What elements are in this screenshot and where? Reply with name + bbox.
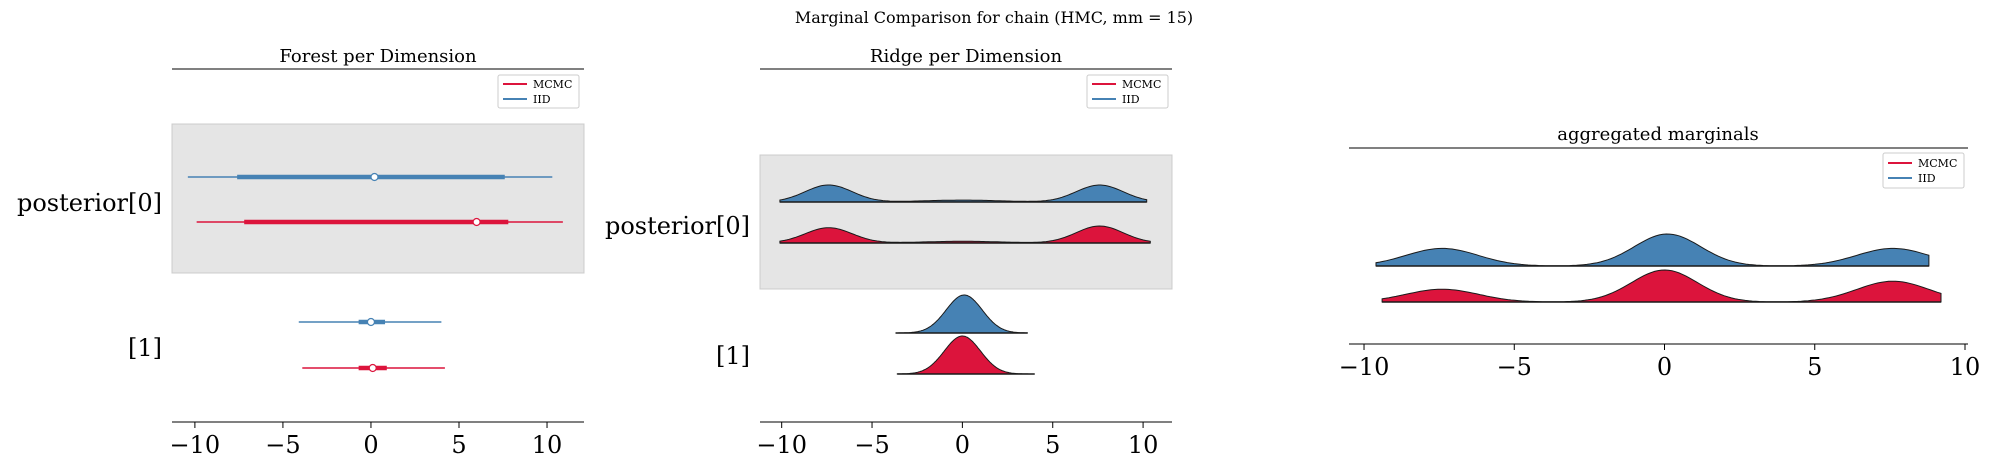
aggregated-panel: aggregated marginals MCMC IID −10 −5 0 5 10 [1339,124,1981,381]
panel-title: Ridge per Dimension [870,46,1063,67]
figure-suptitle: Marginal Comparison for chain (HMC, mm =… [795,8,1193,27]
x-tick-label: 10 [532,431,563,459]
row-label-posterior-0: posterior[0] [17,189,162,217]
legend-box [1882,152,1965,189]
x-tick-label: 0 [363,431,378,459]
legend: MCMC IID [497,74,580,109]
row-band-posterior-0 [171,123,585,274]
x-tick-label: −5 [1497,353,1532,381]
legend-label-iid: IID [1122,93,1140,106]
x-tick-label: −10 [756,431,807,459]
mcmc-density-ridge [1381,269,1942,303]
x-tick-label: 10 [1950,353,1981,381]
row-label-1: [1] [716,342,750,370]
iid-point-estimate [370,172,379,182]
iid-density-ridge [779,184,1148,203]
iid-point-estimate [366,317,376,327]
x-tick-label: 5 [1045,431,1060,459]
legend: MCMC IID [1086,74,1169,109]
x-tick-label: 5 [1807,353,1822,381]
x-tick-label: 5 [451,431,466,459]
iid-density-ridge [895,294,1028,334]
iid-density-ridge [1375,233,1930,267]
row-band-posterior-0 [759,154,1173,290]
panel-title: Forest per Dimension [279,46,477,67]
legend-label-mcmc: MCMC [1122,78,1161,91]
legend: MCMC IID [1882,152,1965,189]
panel-title: aggregated marginals [1557,124,1758,145]
x-tick-label: 0 [955,431,970,459]
mcmc-point-estimate [368,363,377,373]
legend-label-mcmc: MCMC [1918,157,1957,170]
forest-panel: Forest per Dimension posterior[0] [1] MC… [17,46,585,459]
row-label-posterior-0: posterior[0] [605,212,750,240]
x-tick-label: 0 [1657,353,1672,381]
x-tick-label: −5 [265,431,300,459]
legend-label-mcmc: MCMC [533,78,572,91]
ridge-panel: Ridge per Dimension posterior[0] [1] MCM… [605,46,1173,459]
row-label-1: [1] [128,334,162,362]
x-tick-label: 10 [1128,431,1159,459]
mcmc-density-ridge [896,335,1035,375]
mcmc-density-ridge [779,225,1151,244]
mcmc-point-estimate [472,217,481,227]
x-tick-label: −10 [170,431,221,459]
x-tick-label: −5 [854,431,889,459]
legend-label-iid: IID [1918,172,1936,185]
legend-label-iid: IID [533,93,551,106]
x-tick-label: −10 [1339,353,1390,381]
